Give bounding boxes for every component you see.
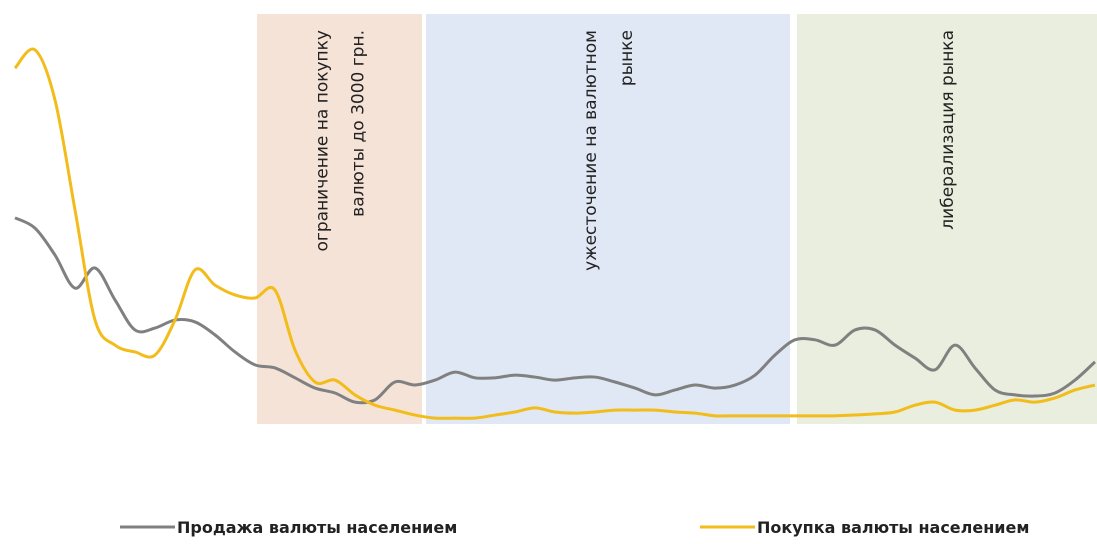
series-line <box>13 47 1096 420</box>
legend-label: Продажа валюты населением <box>177 518 457 537</box>
region-label: валюты до 3000 грн. <box>349 30 369 217</box>
region-label: либерализация рынка <box>938 30 958 230</box>
region <box>257 14 422 424</box>
region-label: рынке <box>617 30 637 86</box>
region <box>426 14 790 424</box>
region-label: ужесточение на валютном <box>581 30 601 271</box>
region-label: ограничение на покупку <box>313 30 333 251</box>
series-line <box>14 216 1097 405</box>
legend-label: Покупка валюты населением <box>757 518 1029 537</box>
